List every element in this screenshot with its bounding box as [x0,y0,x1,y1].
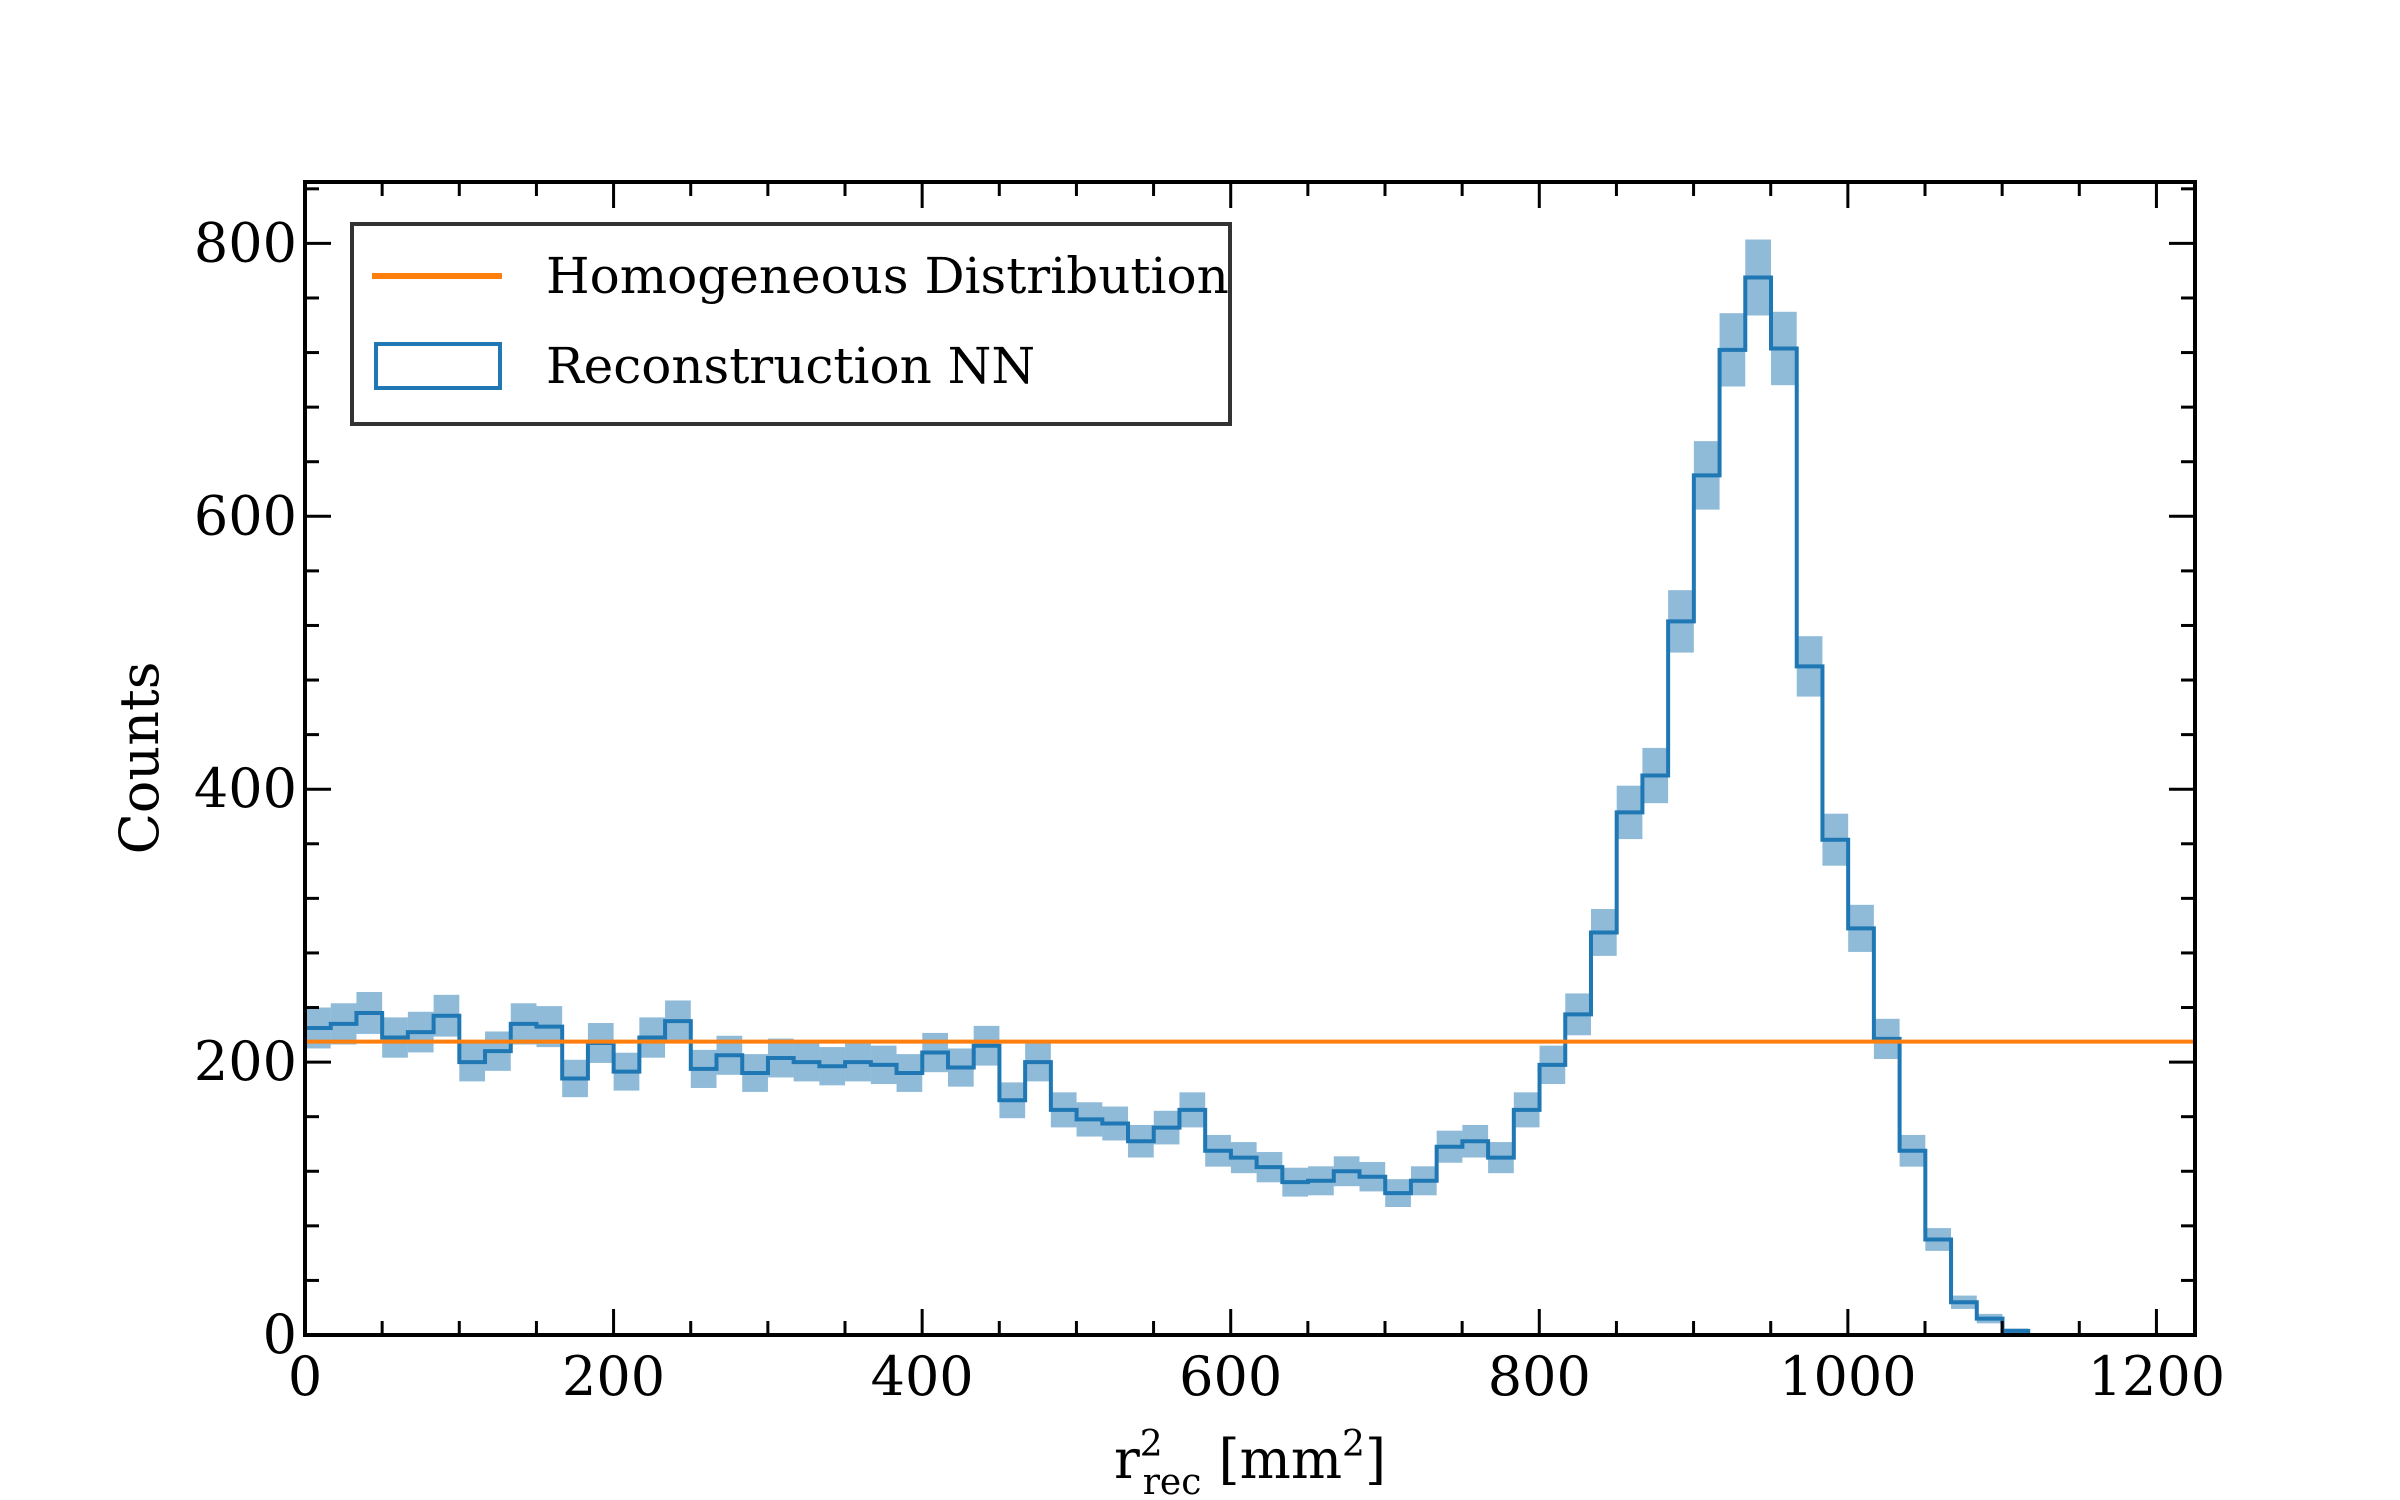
x-tick-label: 1200 [2088,1345,2225,1408]
y-tick-label: 0 [263,1303,297,1366]
legend: Homogeneous Distribution Reconstruction N… [350,222,1232,426]
x-tick-label: 400 [871,1345,974,1408]
y-tick-label: 400 [194,757,297,820]
legend-homogeneous-label: Homogeneous Distribution [546,247,1229,305]
y-tick-label: 800 [194,211,297,274]
y-axis-title: Counts [108,662,171,855]
axes: 0 200 400 600 800 1000 1200 0 200 400 600 800 r2 rec … [108,180,2225,1500]
x-axis-title-part: ] [1365,1428,1386,1491]
x-tick-label: 0 [288,1345,322,1408]
x-axis-title-part: r [1114,1428,1140,1491]
x-axis-title-part: [mm [1201,1428,1342,1491]
x-tick-label: 200 [562,1345,665,1408]
histogram-step-line [305,275,2183,1335]
x-tick-label: 1000 [1779,1345,1916,1408]
plot-frame [303,180,2197,1337]
x-axis-title: r2 rec [mm2] [1114,1424,1386,1500]
y-tick-label: 600 [194,484,297,547]
legend-reconstruction-swatch [374,342,502,390]
plot-area [305,239,2195,1335]
x-axis-title-part: 2 [1342,1424,1365,1465]
y-tick-label: 200 [194,1030,297,1093]
x-axis-title-part: 2 [1140,1424,1163,1465]
x-tick-label: 800 [1488,1345,1591,1408]
legend-box [350,222,1232,426]
x-tick-label: 600 [1179,1345,1282,1408]
x-axis-title-part: rec [1143,1462,1202,1500]
legend-reconstruction-label: Reconstruction NN [546,337,1035,395]
